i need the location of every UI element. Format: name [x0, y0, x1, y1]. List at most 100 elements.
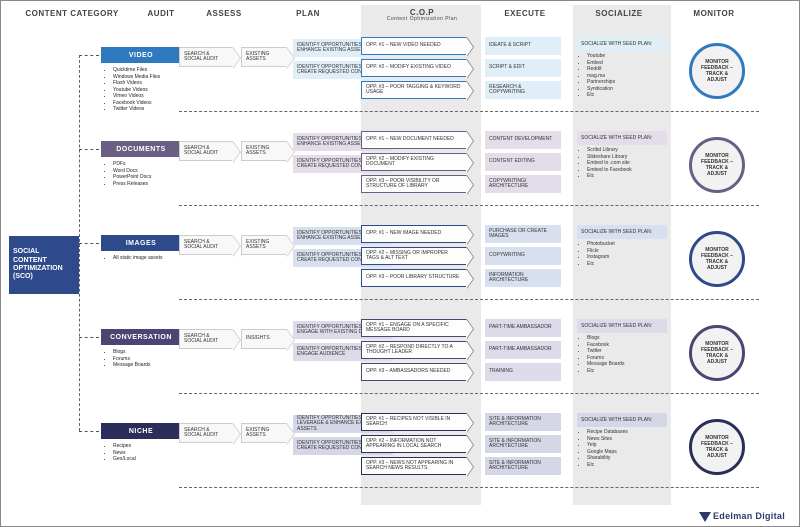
assess-box: EXISTING ASSETS [241, 141, 287, 161]
execute-box: SCRIPT & EDIT [485, 59, 561, 77]
category-item: Geo/Local [113, 456, 195, 463]
category-items-niche: RecipesNewsGeo/Local [105, 443, 195, 463]
cop-box: OPP. #1 – RECIPES NOT VISIBLE IN SEARCH [361, 413, 467, 431]
cop-box: OPP. #1 – NEW IMAGE NEEDED [361, 225, 467, 243]
execute-box: PART-TIME AMBASSADOR [485, 319, 561, 337]
socialize-list: Recipe DatabasesNews SitesYelpGoogle Map… [577, 429, 667, 468]
monitor-circle: MONITOR FEEDBACK – TRACK & ADJUST [689, 231, 745, 287]
cop-box: OPP. #1 – ENGAGE ON A SPECIFIC MESSAGE B… [361, 319, 467, 337]
socialize-head: SOCIALIZE WITH SEED PLAN: [577, 37, 667, 51]
feedback-loop-line [179, 299, 759, 300]
execute-box: TRAINING [485, 363, 561, 381]
category-items-documents: PDFsWord DocsPowerPoint DocsPress Releas… [105, 161, 195, 187]
cop-box: OPP. #3 – POOR VISIBILITY OR STRUCTURE O… [361, 175, 467, 193]
sco-connector [79, 149, 99, 150]
socialize-head: SOCIALIZE WITH SEED PLAN: [577, 319, 667, 333]
socialize-list: Scribd LibrarySlideshare LibraryEmbed to… [577, 147, 667, 180]
socialize-head: SOCIALIZE WITH SEED PLAN: [577, 131, 667, 145]
execute-box: INFORMATION ARCHITECTURE [485, 269, 561, 287]
category-items-images: All static image assets [105, 255, 195, 262]
socialize-head: SOCIALIZE WITH SEED PLAN: [577, 413, 667, 427]
sco-connector [79, 431, 99, 432]
sco-root-box: SOCIAL CONTENT OPTIMIZATION (SCO) [9, 236, 79, 294]
header-monitor: MONITOR [669, 9, 759, 31]
socialize-list: YoutubeEmbedRedditmag.maPartnershipsSynd… [577, 53, 667, 99]
execute-box: COPYWRITING [485, 247, 561, 265]
monitor-circle: MONITOR FEEDBACK – TRACK & ADJUST [689, 43, 745, 99]
cop-box: OPP. #1 – NEW DOCUMENT NEEDED [361, 131, 467, 149]
audit-box: SEARCH & SOCIAL AUDIT [179, 141, 233, 161]
execute-box: RESEARCH & COPYWRITING [485, 81, 561, 99]
cop-box: OPP. #2 – INFORMATION NOT APPEARING IN L… [361, 435, 467, 453]
socialize-list: BlogsFacebookTwitterForumsMessage Boards… [577, 335, 667, 374]
cop-box: OPP. #3 – AMBASSADORS NEEDED [361, 363, 467, 381]
sco-connector [79, 243, 99, 244]
header-category: CONTENT CATEGORY [17, 9, 127, 31]
diagram-root: CONTENT CATEGORY AUDIT ASSESS PLAN C.O.P… [0, 0, 800, 527]
monitor-circle: MONITOR FEEDBACK – TRACK & ADJUST [689, 419, 745, 475]
execute-box: CONTENT DEVELOPMENT [485, 131, 561, 149]
category-item: All static image assets [113, 255, 195, 262]
header-plan: PLAN [253, 9, 363, 31]
assess-box: INSIGHTS [241, 329, 287, 349]
feedback-loop-line [179, 393, 759, 394]
brand-logo: Edelman Digital [699, 511, 785, 522]
audit-box: SEARCH & SOCIAL AUDIT [179, 47, 233, 67]
monitor-circle: MONITOR FEEDBACK – TRACK & ADJUST [689, 325, 745, 381]
header-socialize: SOCIALIZE [569, 9, 669, 31]
category-conversation: CONVERSATION [101, 329, 181, 345]
sco-connector [79, 55, 99, 56]
header-cop: C.O.P Content Optimization Plan [363, 9, 481, 31]
category-niche: NICHE [101, 423, 181, 439]
audit-box: SEARCH & SOCIAL AUDIT [179, 423, 233, 443]
cop-box: OPP. #3 – POOR LIBRARY STRUCTURE [361, 269, 467, 287]
sco-title: SOCIAL CONTENT OPTIMIZATION (SCO) [13, 248, 75, 282]
category-items-conversation: BlogsForumsMessage Boards [105, 349, 195, 369]
execute-box: SITE & INFORMATION ARCHITECTURE [485, 435, 561, 453]
cop-box: OPP. #2 – RESPOND DIRECTLY TO A THOUGHT … [361, 341, 467, 359]
socialize-list: PhotobucketFlickrInstagramEtc [577, 241, 667, 267]
row-niche: NICHE RecipesNewsGeo/LocalSEARCH & SOCIAL… [17, 413, 789, 509]
assess-box: EXISTING ASSETS [241, 235, 287, 255]
row-video: VIDEO Quicktime FilesWindows Media FilesF… [17, 37, 789, 133]
header-cop-sub: Content Optimization Plan [363, 17, 481, 22]
logo-mark-icon [699, 512, 711, 522]
socialize-item: Etc [587, 92, 667, 99]
assess-box: EXISTING ASSETS [241, 47, 287, 67]
socialize-item: Etc [587, 173, 667, 180]
cop-box: OPP. #1 – NEW VIDEO NEEDED [361, 37, 467, 55]
monitor-circle: MONITOR FEEDBACK – TRACK & ADJUST [689, 137, 745, 193]
category-video: VIDEO [101, 47, 181, 63]
header-execute: EXECUTE [481, 9, 569, 31]
row-documents: DOCUMENTS PDFsWord DocsPowerPoint DocsPre… [17, 131, 789, 227]
category-items-video: Quicktime FilesWindows Media FilesFlash … [105, 67, 195, 113]
category-item: Message Boards [113, 362, 195, 369]
row-images: IMAGES All static image assetsSEARCH & SO… [17, 225, 789, 321]
column-headers: CONTENT CATEGORY AUDIT ASSESS PLAN C.O.P… [17, 9, 789, 31]
execute-box: IDEATE & SCRIPT [485, 37, 561, 55]
audit-box: SEARCH & SOCIAL AUDIT [179, 235, 233, 255]
audit-box: SEARCH & SOCIAL AUDIT [179, 329, 233, 349]
assess-box: EXISTING ASSETS [241, 423, 287, 443]
cop-box: OPP. #2 – MODIFY EXISTING DOCUMENT [361, 153, 467, 171]
row-conversation: CONVERSATION BlogsForumsMessage BoardsSEA… [17, 319, 789, 415]
feedback-loop-line [179, 205, 759, 206]
header-audit: AUDIT [127, 9, 195, 31]
socialize-item: Etc [587, 261, 667, 268]
cop-box: OPP. #3 – NEWS NOT APPEARING IN SEARCH N… [361, 457, 467, 475]
socialize-item: Etc [587, 462, 667, 469]
execute-box: CONTENT EDITING [485, 153, 561, 171]
sco-vspine [79, 55, 80, 431]
feedback-loop-line [179, 111, 759, 112]
execute-box: COPYWRITING/ ARCHITECTURE [485, 175, 561, 193]
cop-box: OPP. #3 – POOR TAGGING & KEYWORD USAGE [361, 81, 467, 99]
execute-box: PURCHASE OR CREATE IMAGES [485, 225, 561, 243]
header-assess: ASSESS [195, 9, 253, 31]
execute-box: SITE & INFORMATION ARCHITECTURE [485, 413, 561, 431]
execute-box: SITE & INFORMATION ARCHITECTURE [485, 457, 561, 475]
sco-connector [79, 337, 99, 338]
category-images: IMAGES [101, 235, 181, 251]
cop-box: OPP. #2 – MISSING OR IMPROPER TAGS & ALT… [361, 247, 467, 265]
cop-box: OPP. #2 – MODIFY EXISTING VIDEO [361, 59, 467, 77]
category-documents: DOCUMENTS [101, 141, 181, 157]
